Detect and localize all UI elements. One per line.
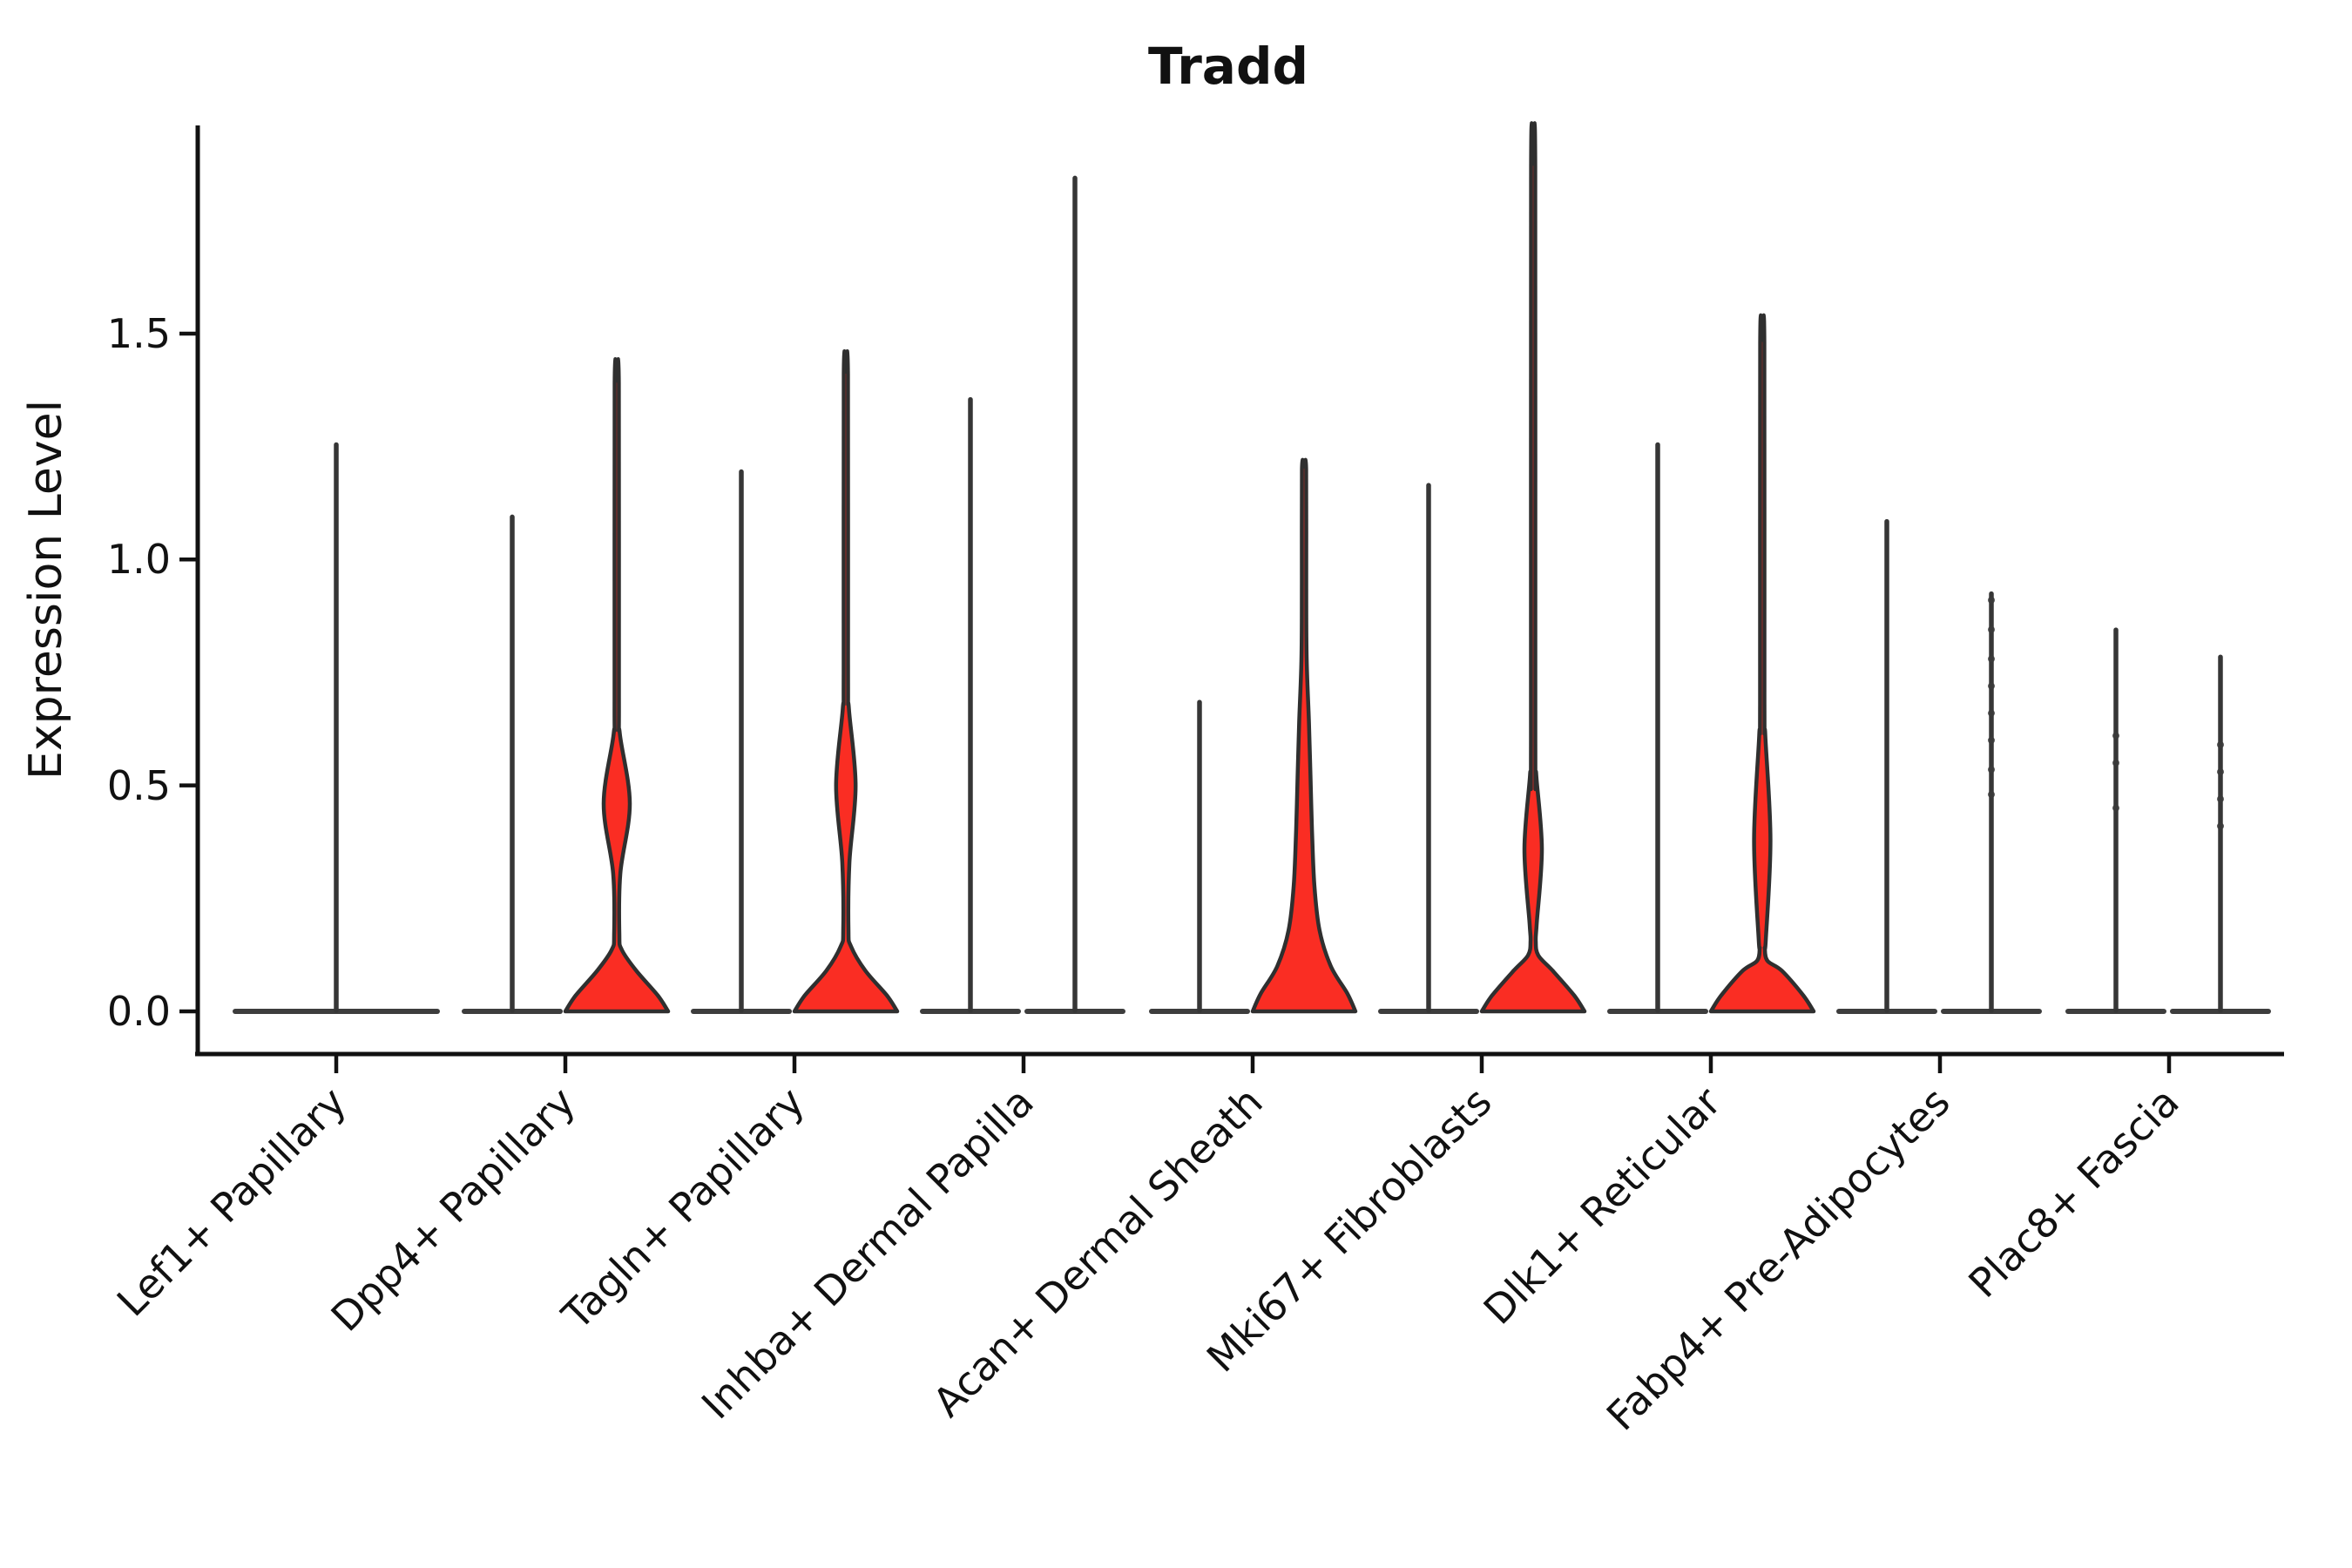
y-tick-label-05: 0.5 xyxy=(107,762,171,809)
chart-title: Tradd xyxy=(1148,37,1308,96)
x-tick-label-lef1-papillary: Lef1+ Papillary xyxy=(108,1078,355,1326)
y-axis-label: Expression Level xyxy=(20,400,72,780)
x-tick-labels: Lef1+ Papillary Dpp4+ Papillary Tagln+ P… xyxy=(108,1078,2188,1440)
axes-group xyxy=(179,125,2284,1073)
y-tick-label-0: 0.0 xyxy=(107,988,171,1035)
x-tick-label-plac8-fascia: Plac8+ Fascia xyxy=(1959,1078,2187,1307)
x-tick-label-dpp4-papillary: Dpp4+ Papillary xyxy=(322,1078,585,1341)
x-tick-label-tagln-papillary: Tagln+ Papillary xyxy=(552,1078,814,1340)
y-tick-label-10: 1.0 xyxy=(107,536,171,583)
x-tick-label-dlk1-reticular: Dlk1+ Reticular xyxy=(1475,1078,1730,1334)
violins-group xyxy=(233,121,2271,1014)
y-tick-label-15: 1.5 xyxy=(107,310,171,357)
